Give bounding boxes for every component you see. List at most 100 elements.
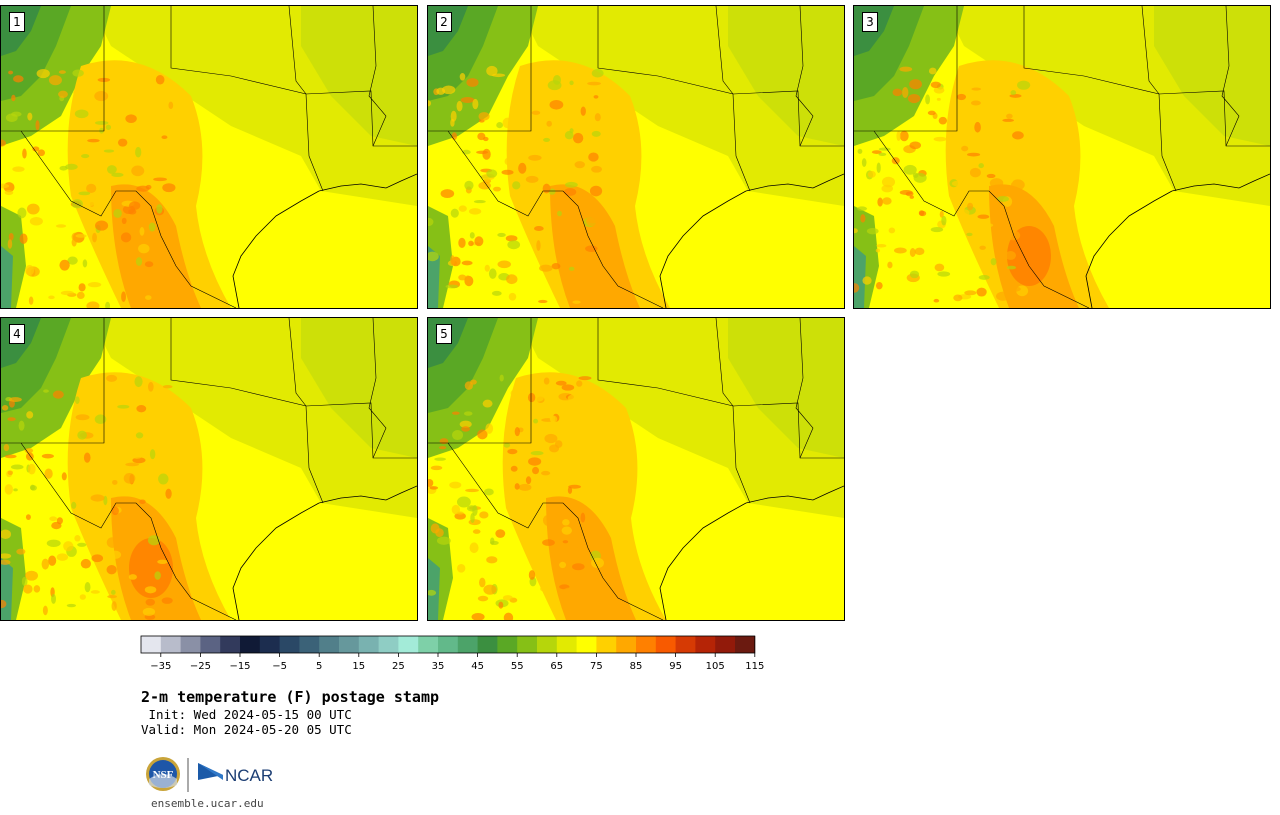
texture-speck — [71, 238, 77, 247]
texture-speck — [111, 506, 119, 516]
gulf-coast-texas — [659, 190, 747, 308]
texture-speck — [508, 292, 517, 301]
colorbar-swatch — [695, 636, 716, 653]
texture-speck — [580, 106, 586, 116]
texture-speck — [542, 539, 555, 546]
texture-speck — [854, 228, 858, 234]
texture-speck — [125, 462, 139, 467]
cool-region-east — [728, 6, 844, 146]
texture-speck — [989, 178, 1004, 188]
texture-speck — [109, 550, 122, 559]
texture-speck — [428, 478, 434, 487]
texture-speck — [877, 197, 883, 207]
texture-speck — [459, 420, 472, 429]
texture-speck — [498, 601, 504, 609]
texture-speck — [26, 411, 34, 419]
texture-speck — [145, 184, 152, 190]
state-border-ks — [288, 6, 307, 95]
gulf-coast-texas — [1085, 190, 1173, 308]
texture-speck — [485, 423, 494, 434]
texture-speck — [966, 152, 981, 157]
texture-speck — [875, 248, 881, 253]
cool-region-east — [1154, 6, 1270, 146]
texture-speck — [107, 595, 118, 599]
texture-speck — [478, 112, 490, 121]
texture-speck — [486, 556, 498, 564]
texture-speck — [578, 376, 592, 381]
temperature-map-4 — [1, 318, 417, 620]
colorbar-swatch — [398, 636, 419, 653]
texture-speck — [46, 539, 61, 548]
texture-speck — [956, 93, 967, 101]
texture-speck — [470, 513, 475, 524]
texture-speck — [160, 459, 167, 465]
texture-speck — [556, 406, 566, 413]
texture-speck — [451, 411, 460, 415]
member-label-5: 5 — [436, 324, 452, 344]
texture-speck — [136, 405, 147, 413]
texture-speck — [155, 74, 165, 85]
texture-speck — [469, 542, 479, 554]
texture-speck — [1017, 80, 1031, 90]
texture-speck — [478, 181, 492, 190]
texture-speck — [430, 465, 443, 471]
texture-speck — [74, 474, 83, 479]
colorbar-swatch — [220, 636, 241, 653]
texture-speck — [29, 484, 36, 491]
texture-speck — [503, 612, 514, 620]
colorbar-swatch — [378, 636, 399, 653]
colorbar-swatch — [675, 636, 696, 653]
texture-speck — [112, 479, 118, 485]
texture-speck — [1010, 90, 1017, 96]
state-border-ar — [1158, 90, 1270, 147]
texture-speck — [953, 294, 963, 302]
colorbar-swatch — [477, 636, 498, 653]
texture-speck — [83, 489, 92, 496]
temperature-map-1 — [1, 6, 417, 308]
texture-speck — [978, 163, 984, 169]
texture-speck — [37, 149, 46, 157]
texture-speck — [1, 559, 11, 565]
texture-speck — [48, 75, 62, 86]
hot-band — [111, 184, 201, 308]
texture-speck — [594, 113, 601, 122]
texture-speck — [589, 185, 603, 197]
colorbar-swatch — [655, 636, 676, 653]
texture-speck — [48, 295, 55, 300]
colorbar-swatch — [517, 636, 538, 653]
texture-speck — [125, 114, 137, 123]
texture-speck — [147, 381, 154, 392]
texture-speck — [581, 195, 588, 204]
texture-speck — [966, 232, 973, 237]
texture-speck — [497, 260, 511, 269]
texture-speck — [585, 245, 598, 252]
texture-speck — [857, 148, 863, 154]
texture-speck — [74, 396, 80, 405]
state-border-ar — [305, 90, 417, 147]
texture-speck — [1, 599, 7, 609]
state-border-nm — [1, 6, 105, 132]
texture-speck — [496, 122, 503, 129]
member-label-3: 3 — [862, 12, 878, 32]
state-border-nm — [428, 318, 532, 444]
texture-speck — [507, 448, 518, 455]
texture-speck — [161, 135, 168, 140]
texture-speck — [484, 264, 490, 272]
texture-speck — [914, 247, 925, 256]
texture-speck — [939, 210, 944, 218]
texture-speck — [964, 290, 977, 296]
texture-speck — [61, 472, 67, 481]
texture-speck — [561, 526, 572, 535]
texture-speck — [22, 148, 27, 159]
colorbar-swatch — [358, 636, 379, 653]
texture-speck — [118, 112, 126, 117]
texture-speck — [458, 205, 467, 212]
colorbar-tick-label: 65 — [550, 661, 563, 672]
texture-speck — [27, 112, 33, 121]
texture-speck — [436, 536, 451, 545]
state-border-ks — [715, 318, 734, 407]
gulf-coast-texas — [232, 502, 320, 620]
texture-speck — [80, 558, 91, 569]
texture-speck — [572, 300, 581, 304]
texture-speck — [7, 239, 13, 249]
